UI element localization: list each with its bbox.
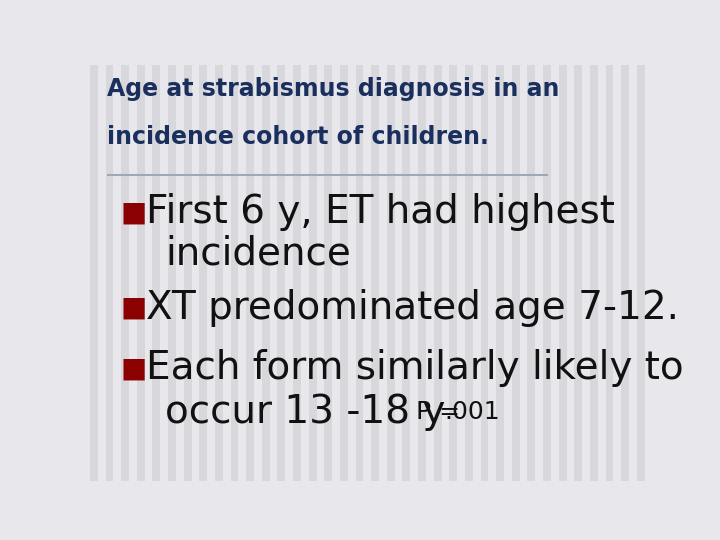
Text: ■: ■ bbox=[121, 354, 147, 382]
Text: occur 13 -18 y: occur 13 -18 y bbox=[166, 393, 446, 431]
Bar bbox=[575, 65, 582, 481]
Bar bbox=[230, 65, 238, 481]
Bar bbox=[621, 65, 629, 481]
Bar bbox=[90, 65, 98, 481]
Bar bbox=[559, 65, 567, 481]
Text: ■: ■ bbox=[121, 198, 147, 226]
Bar bbox=[590, 65, 598, 481]
Bar bbox=[199, 65, 207, 481]
Bar bbox=[325, 65, 332, 481]
Text: Age at strabismus diagnosis in an: Age at strabismus diagnosis in an bbox=[107, 77, 559, 102]
Bar bbox=[309, 65, 317, 481]
Bar bbox=[106, 65, 114, 481]
Bar bbox=[606, 65, 613, 481]
Bar bbox=[293, 65, 301, 481]
Bar bbox=[246, 65, 254, 481]
Text: ■: ■ bbox=[121, 294, 147, 322]
Bar bbox=[433, 65, 441, 481]
Text: Each form similarly likely to: Each form similarly likely to bbox=[145, 349, 683, 387]
Bar bbox=[637, 65, 644, 481]
Bar bbox=[387, 65, 395, 481]
Bar bbox=[168, 65, 176, 481]
Bar bbox=[449, 65, 457, 481]
Bar bbox=[121, 65, 129, 481]
Bar bbox=[543, 65, 551, 481]
Text: incidence: incidence bbox=[166, 235, 351, 273]
Bar bbox=[402, 65, 410, 481]
Bar bbox=[215, 65, 222, 481]
Bar bbox=[262, 65, 270, 481]
Text: First 6 y, ET had highest: First 6 y, ET had highest bbox=[145, 193, 615, 232]
Bar bbox=[153, 65, 161, 481]
Bar bbox=[277, 65, 285, 481]
Bar bbox=[528, 65, 535, 481]
Bar bbox=[481, 65, 488, 481]
Text: XT predominated age 7-12.: XT predominated age 7-12. bbox=[145, 289, 679, 327]
Bar bbox=[137, 65, 145, 481]
Bar bbox=[340, 65, 348, 481]
Text: .001: .001 bbox=[444, 400, 500, 424]
Bar bbox=[496, 65, 504, 481]
Bar bbox=[465, 65, 473, 481]
Text: P =: P = bbox=[416, 400, 469, 424]
Bar bbox=[512, 65, 520, 481]
Bar bbox=[184, 65, 192, 481]
Bar bbox=[372, 65, 379, 481]
Bar bbox=[356, 65, 364, 481]
Text: incidence cohort of children.: incidence cohort of children. bbox=[107, 125, 489, 149]
Bar bbox=[418, 65, 426, 481]
